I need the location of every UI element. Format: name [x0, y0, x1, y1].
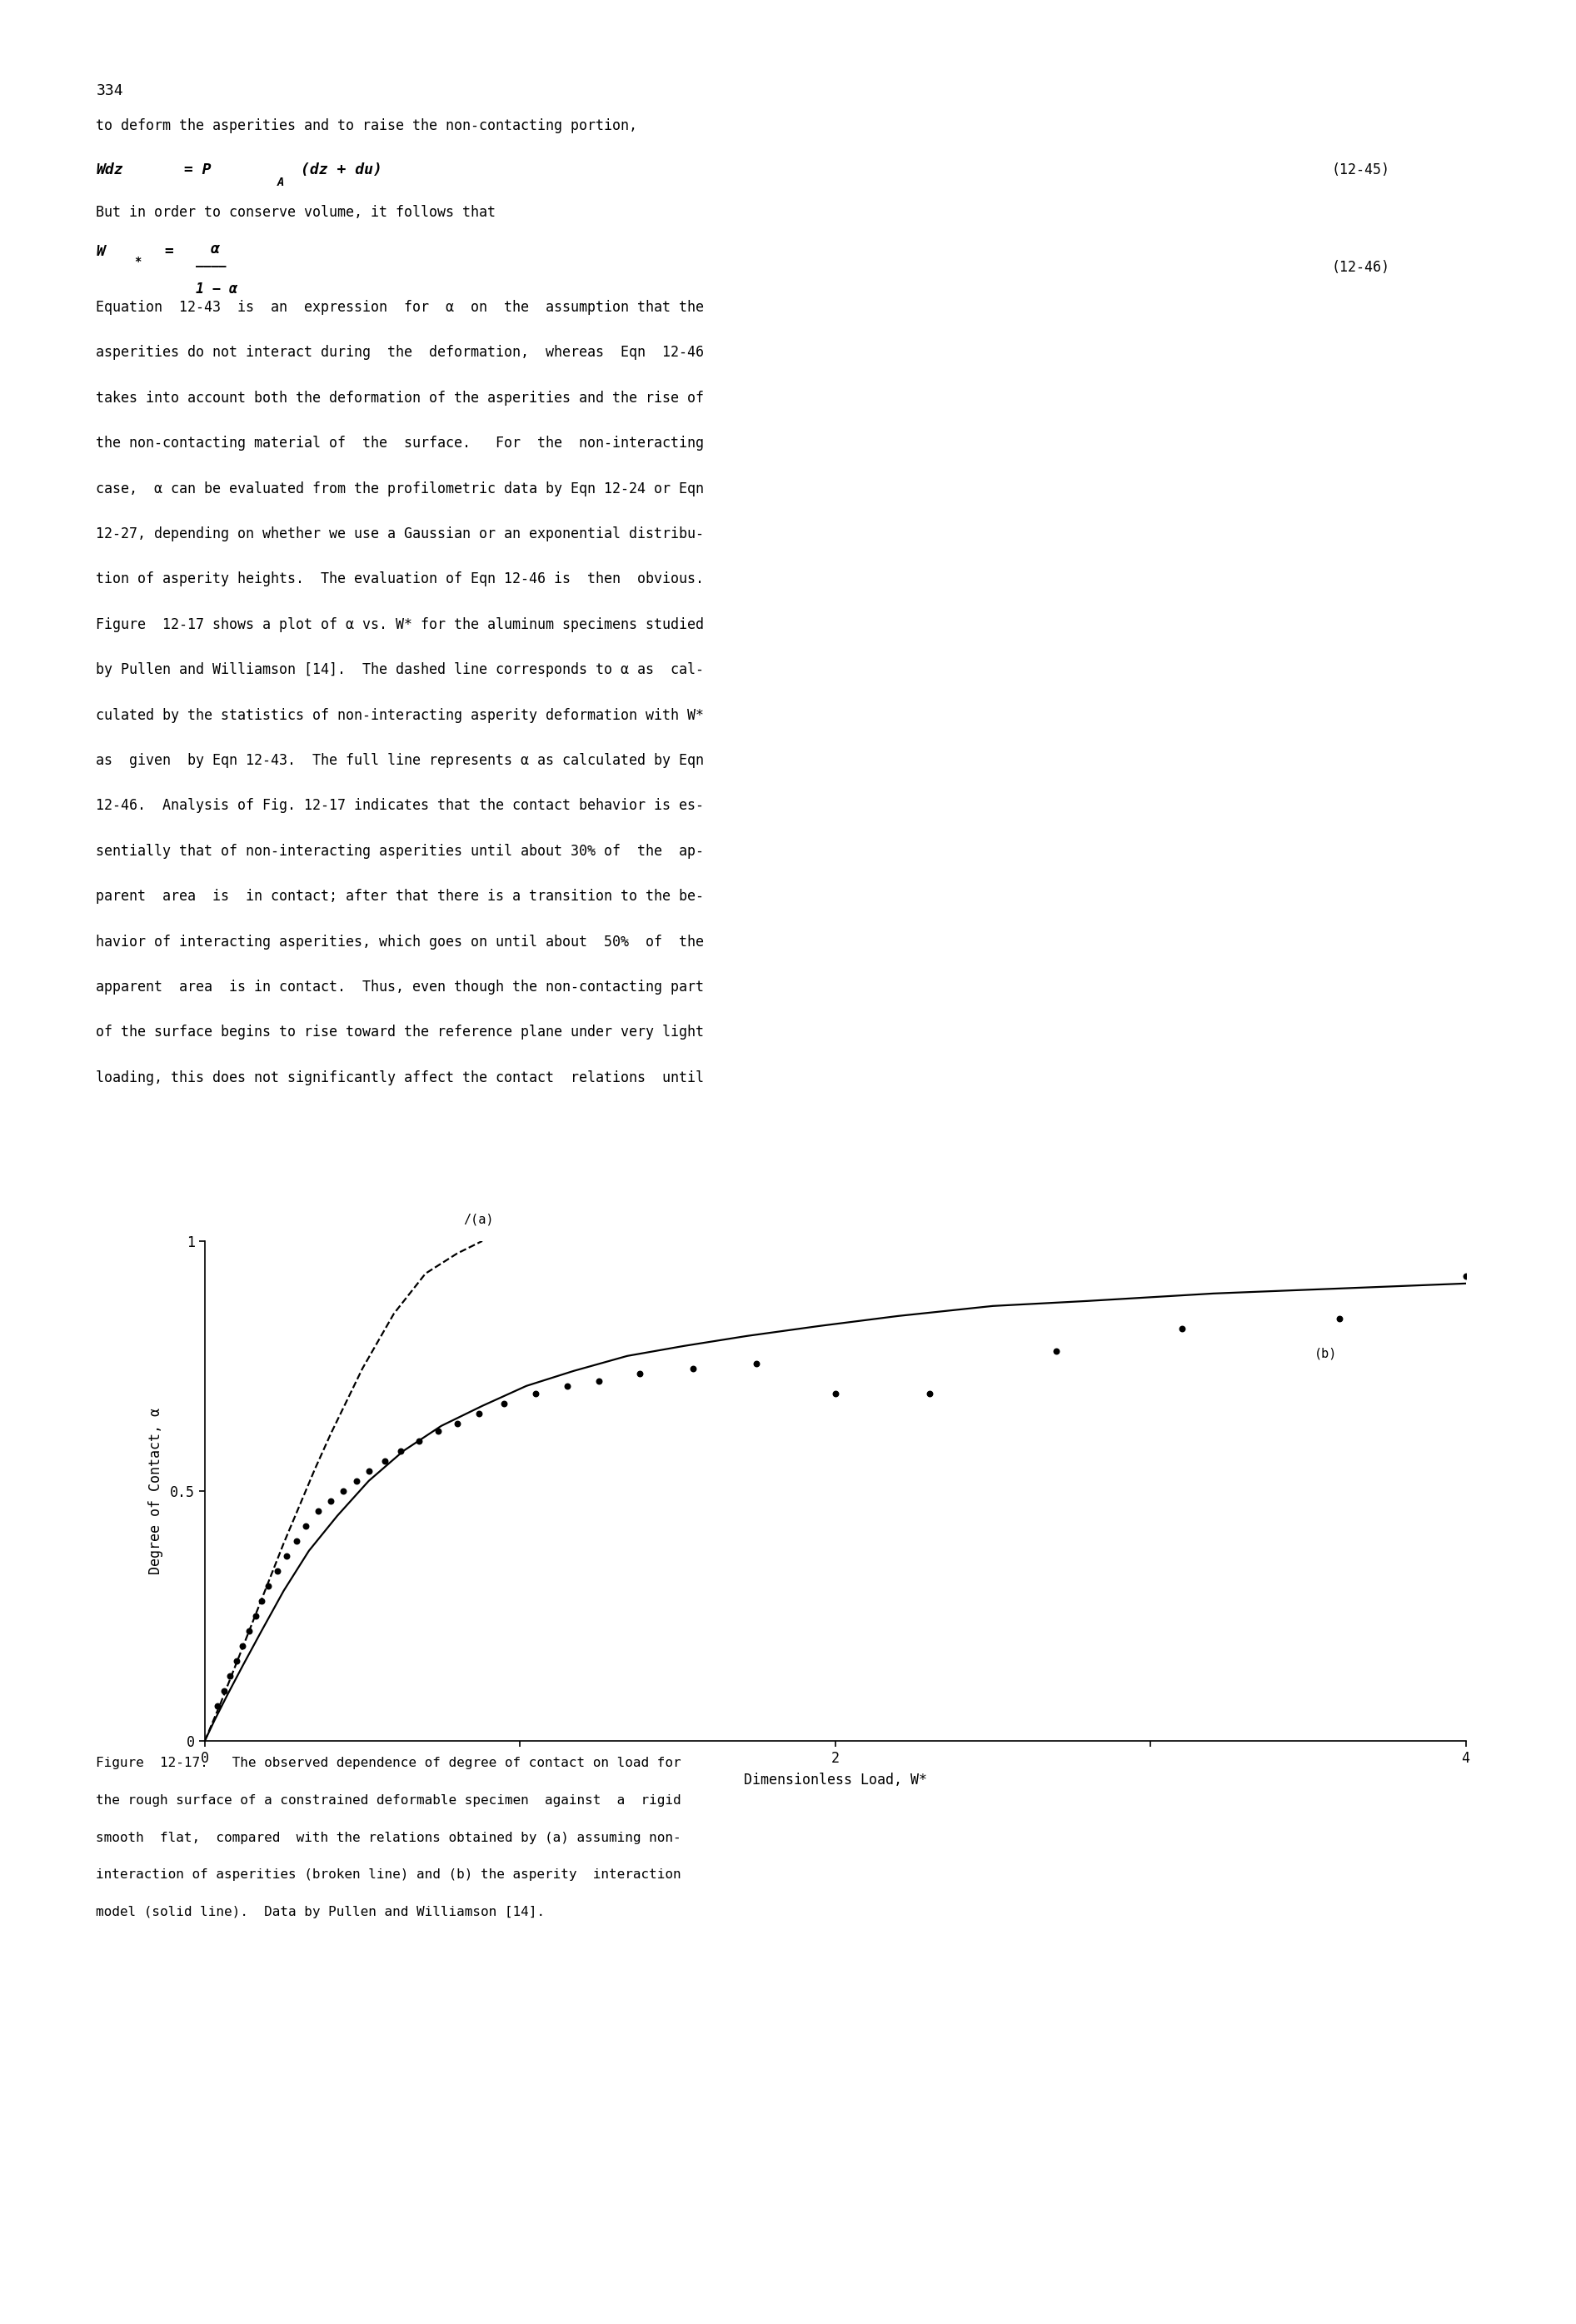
Point — [344, 1462, 369, 1499]
Text: Wdz: Wdz — [96, 163, 123, 177]
Text: culated by the statistics of non-interacting asperity deformation with W*: culated by the statistics of non-interac… — [96, 706, 704, 723]
Point — [274, 1536, 299, 1573]
Text: tion of asperity heights.  The evaluation of Eqn 12-46 is  then  obvious.: tion of asperity heights. The evaluation… — [96, 572, 704, 586]
Point — [217, 1657, 243, 1694]
Point — [1169, 1311, 1195, 1348]
Text: (b): (b) — [1314, 1348, 1336, 1360]
Text: But in order to conserve volume, it follows that: But in order to conserve volume, it foll… — [96, 205, 496, 218]
Point — [1327, 1299, 1352, 1336]
Point — [917, 1376, 942, 1413]
Point — [243, 1597, 268, 1634]
Text: = P: = P — [175, 163, 211, 177]
Point — [318, 1483, 344, 1520]
Point — [1043, 1332, 1069, 1369]
Point — [627, 1355, 652, 1392]
Text: α: α — [210, 242, 219, 256]
Point — [555, 1367, 580, 1404]
Text: Figure  12-17 shows a plot of α vs. W* for the aluminum specimens studied: Figure 12-17 shows a plot of α vs. W* fo… — [96, 618, 704, 632]
Text: Figure  12-17.   The observed dependence of degree of contact on load for: Figure 12-17. The observed dependence of… — [96, 1757, 681, 1769]
Text: apparent  area  is in contact.  Thus, even though the non-contacting part: apparent area is in contact. Thus, even … — [96, 981, 704, 995]
Point — [492, 1385, 517, 1422]
Text: parent  area  is  in contact; after that there is a transition to the be-: parent area is in contact; after that th… — [96, 890, 704, 904]
X-axis label: Dimensionless Load, W*: Dimensionless Load, W* — [744, 1773, 927, 1787]
Point — [426, 1413, 451, 1450]
Point — [230, 1627, 255, 1664]
Point — [466, 1394, 492, 1432]
Text: A: A — [277, 177, 284, 188]
Point — [407, 1422, 432, 1459]
Text: sentially that of non-interacting asperities until about 30% of  the  ap-: sentially that of non-interacting asperi… — [96, 844, 704, 858]
Text: the non-contacting material of  the  surface.   For  the  non-interacting: the non-contacting material of the surfa… — [96, 437, 704, 451]
Point — [224, 1643, 249, 1680]
Text: havior of interacting asperities, which goes on until about  50%  of  the: havior of interacting asperities, which … — [96, 934, 704, 948]
Text: interaction of asperities (broken line) and (b) the asperity  interaction: interaction of asperities (broken line) … — [96, 1868, 681, 1880]
Text: *: * — [134, 256, 140, 267]
Point — [293, 1508, 318, 1545]
Point — [211, 1673, 236, 1710]
Point — [236, 1613, 262, 1650]
Text: 1 − α: 1 − α — [195, 281, 236, 295]
Text: as  given  by Eqn 12-43.  The full line represents α as calculated by Eqn: as given by Eqn 12-43. The full line rep… — [96, 753, 704, 767]
Point — [205, 1687, 230, 1724]
Y-axis label: Degree of Contact, α: Degree of Contact, α — [148, 1408, 162, 1573]
Text: (12-45): (12-45) — [1332, 163, 1390, 177]
Text: loading, this does not significantly affect the contact  relations  until: loading, this does not significantly aff… — [96, 1069, 704, 1085]
Point — [356, 1452, 381, 1490]
Text: 12-27, depending on whether we use a Gaussian or an exponential distribu-: 12-27, depending on whether we use a Gau… — [96, 528, 704, 541]
Point — [823, 1376, 848, 1413]
Text: 12-46.  Analysis of Fig. 12-17 indicates that the contact behavior is es-: 12-46. Analysis of Fig. 12-17 indicates … — [96, 799, 704, 813]
Point — [744, 1346, 769, 1383]
Text: the rough surface of a constrained deformable specimen  against  a  rigid: the rough surface of a constrained defor… — [96, 1794, 681, 1806]
Text: (12-46): (12-46) — [1332, 260, 1390, 274]
Point — [284, 1522, 309, 1559]
Text: (dz + du): (dz + du) — [301, 163, 383, 177]
Point — [523, 1376, 548, 1413]
Point — [388, 1432, 413, 1469]
Point — [586, 1362, 611, 1399]
Text: Equation  12-43  is  an  expression  for  α  on  the  assumption that the: Equation 12-43 is an expression for α on… — [96, 300, 704, 314]
Text: /(a): /(a) — [463, 1213, 493, 1227]
Point — [331, 1473, 356, 1511]
Point — [255, 1566, 281, 1604]
Text: model (solid line).  Data by Pullen and Williamson [14].: model (solid line). Data by Pullen and W… — [96, 1906, 545, 1917]
Text: ————: ———— — [195, 260, 225, 272]
Text: by Pullen and Williamson [14].  The dashed line corresponds to α as  cal-: by Pullen and Williamson [14]. The dashe… — [96, 662, 704, 676]
Point — [681, 1350, 706, 1387]
Text: 334: 334 — [96, 84, 123, 98]
Text: of the surface begins to rise toward the reference plane under very light: of the surface begins to rise toward the… — [96, 1025, 704, 1039]
Text: asperities do not interact during  the  deformation,  whereas  Eqn  12-46: asperities do not interact during the de… — [96, 344, 704, 360]
Point — [249, 1583, 274, 1620]
Text: case,  α can be evaluated from the profilometric data by Eqn 12-24 or Eqn: case, α can be evaluated from the profil… — [96, 481, 704, 495]
Text: smooth  flat,  compared  with the relations obtained by (a) assuming non-: smooth flat, compared with the relations… — [96, 1831, 681, 1843]
Text: takes into account both the deformation of the asperities and the rise of: takes into account both the deformation … — [96, 390, 704, 404]
Point — [265, 1552, 290, 1590]
Point — [306, 1492, 331, 1529]
Point — [1453, 1257, 1478, 1294]
Text: to deform the asperities and to raise the non-contacting portion,: to deform the asperities and to raise th… — [96, 119, 638, 132]
Text: =: = — [156, 244, 183, 258]
Point — [372, 1443, 397, 1480]
Point — [444, 1404, 470, 1441]
Text: W: W — [96, 244, 106, 258]
